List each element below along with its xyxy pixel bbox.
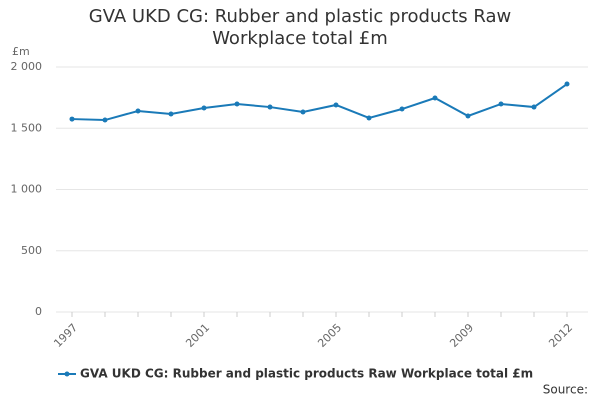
data-point — [201, 105, 207, 111]
y-tick-label: 500 — [21, 244, 42, 257]
legend-label: GVA UKD CG: Rubber and plastic products … — [80, 367, 533, 381]
x-tick-label: 2009 — [447, 321, 476, 350]
source: Source: — [543, 383, 588, 397]
data-point — [267, 104, 273, 110]
legend-marker — [64, 371, 70, 377]
data-point — [531, 104, 537, 110]
data-point — [102, 117, 108, 123]
x-tick-label: 1997 — [51, 321, 80, 350]
x-tick-label: 2001 — [183, 321, 212, 350]
data-point — [135, 108, 141, 114]
y-axis-label: £m — [12, 45, 30, 58]
data-point — [432, 95, 438, 101]
data-point — [168, 111, 174, 117]
data-point — [399, 106, 405, 112]
y-tick-label: 1 500 — [11, 121, 43, 134]
y-tick-label: 0 — [35, 305, 42, 318]
data-point — [300, 109, 306, 115]
series-line — [71, 83, 568, 122]
data-point — [333, 102, 339, 108]
data-point — [69, 116, 75, 122]
chart-title: GVA UKD CG: Rubber and plastic products … — [88, 6, 512, 49]
data-point — [564, 81, 570, 87]
data-point — [498, 101, 504, 107]
x-tick-label: 2005 — [315, 321, 344, 350]
y-tick-label: 1 000 — [11, 183, 43, 196]
data-point — [234, 101, 240, 107]
y-tick-label: 2 000 — [11, 60, 43, 73]
data-point — [366, 115, 372, 121]
x-tick-label: 2012 — [546, 321, 575, 350]
data-point — [465, 113, 471, 119]
